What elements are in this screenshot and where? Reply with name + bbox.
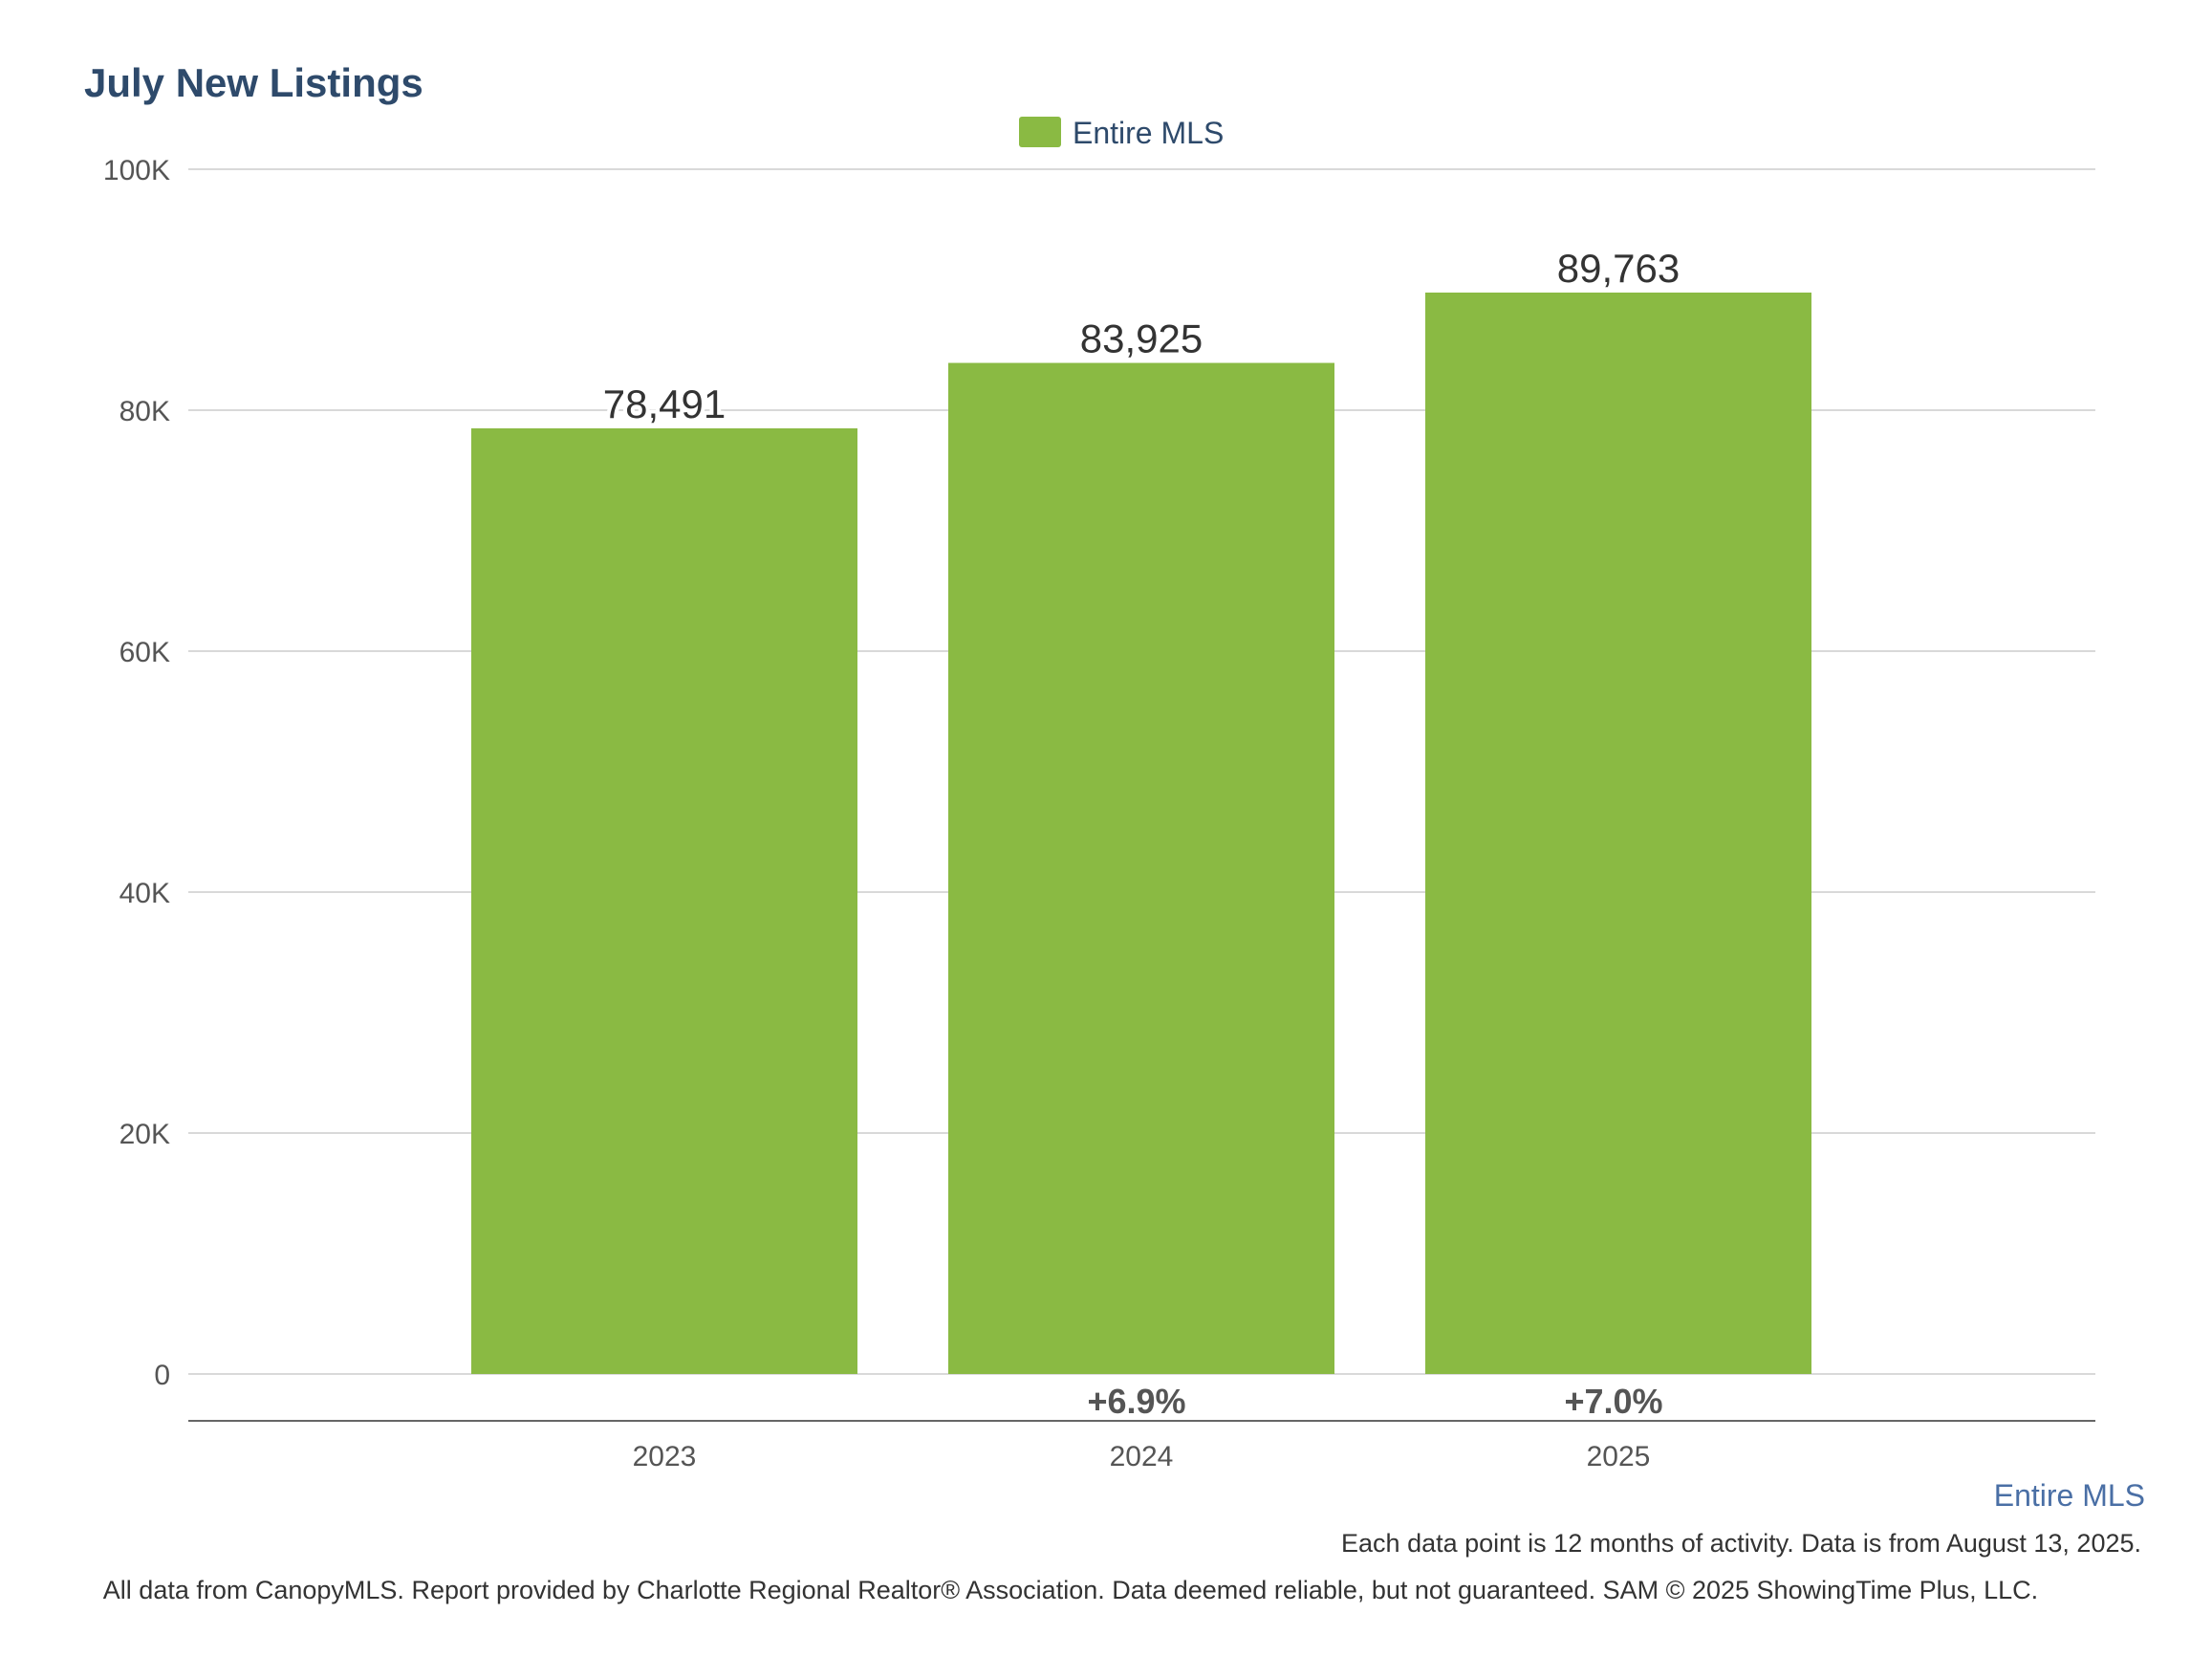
legend-swatch — [1019, 117, 1061, 147]
y-tick-label: 20K — [119, 1119, 170, 1150]
y-tick-label: 100K — [103, 155, 170, 186]
x-tick-label: 2023 — [633, 1441, 697, 1472]
y-tick-label: 80K — [119, 396, 170, 427]
y-tick-label: 40K — [119, 878, 170, 909]
legend-label: Entire MLS — [1073, 116, 1224, 150]
data-label-2024: 83,925 — [1080, 316, 1203, 361]
bar-2024[interactable] — [948, 362, 1334, 1374]
change-labels: +6.9% +7.0% — [1087, 1382, 1662, 1421]
legend[interactable]: Entire MLS — [1019, 116, 1224, 150]
x-tick-label: 2025 — [1587, 1441, 1651, 1472]
footer-credits: All data from CanopyMLS. Report provided… — [103, 1576, 2038, 1604]
bars — [471, 292, 1811, 1374]
change-label-2025: +7.0% — [1564, 1382, 1662, 1421]
data-label-2023: 78,491 — [603, 382, 726, 426]
footer-note: Each data point is 12 months of activity… — [1341, 1529, 2141, 1558]
data-labels: 78,491 83,925 89,763 — [599, 242, 1683, 430]
y-tick-label: 60K — [119, 637, 170, 668]
bar-2023[interactable] — [471, 428, 857, 1374]
y-tick-label: 0 — [154, 1360, 170, 1391]
x-tick-label: 2024 — [1110, 1441, 1174, 1472]
x-axis-ticks: 2023 2024 2025 — [633, 1441, 1651, 1472]
bar-2025[interactable] — [1425, 292, 1811, 1374]
y-axis-ticks: 0 20K 40K 60K 80K 100K — [103, 155, 170, 1391]
chart-title: July New Listings — [84, 60, 423, 105]
change-label-2024: +6.9% — [1087, 1382, 1185, 1421]
footer-series-label: Entire MLS — [1994, 1478, 2145, 1513]
data-label-2025: 89,763 — [1557, 246, 1680, 291]
